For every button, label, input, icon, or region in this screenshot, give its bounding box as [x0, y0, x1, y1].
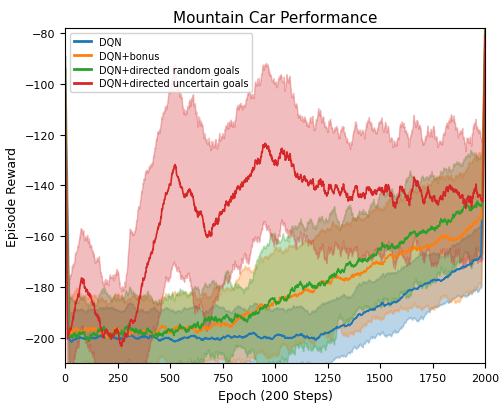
Title: Mountain Car Performance: Mountain Car Performance [173, 12, 378, 26]
Legend: DQN, DQN+bonus, DQN+directed random goals, DQN+directed uncertain goals: DQN, DQN+bonus, DQN+directed random goal… [70, 34, 252, 93]
Y-axis label: Episode Reward: Episode Reward [6, 146, 19, 246]
X-axis label: Epoch (200 Steps): Epoch (200 Steps) [218, 389, 332, 401]
